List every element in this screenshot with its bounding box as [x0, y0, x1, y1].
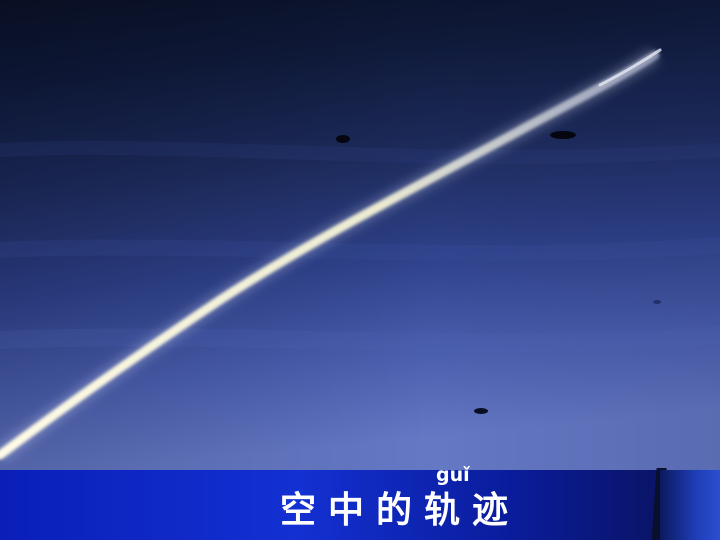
speck: [336, 135, 350, 143]
contrail: [0, 50, 660, 460]
caption-title: 空中的轨迹: [280, 490, 521, 531]
caption-bar: [0, 470, 660, 540]
speck: [653, 300, 661, 304]
sky-banding: [0, 140, 720, 353]
caption-bar-end: [660, 470, 720, 540]
sky-photo: [0, 0, 720, 470]
speck: [550, 131, 576, 139]
pinyin-annotation: guǐ: [436, 464, 470, 486]
contrail-tail: [598, 48, 662, 87]
speck: [474, 408, 488, 414]
